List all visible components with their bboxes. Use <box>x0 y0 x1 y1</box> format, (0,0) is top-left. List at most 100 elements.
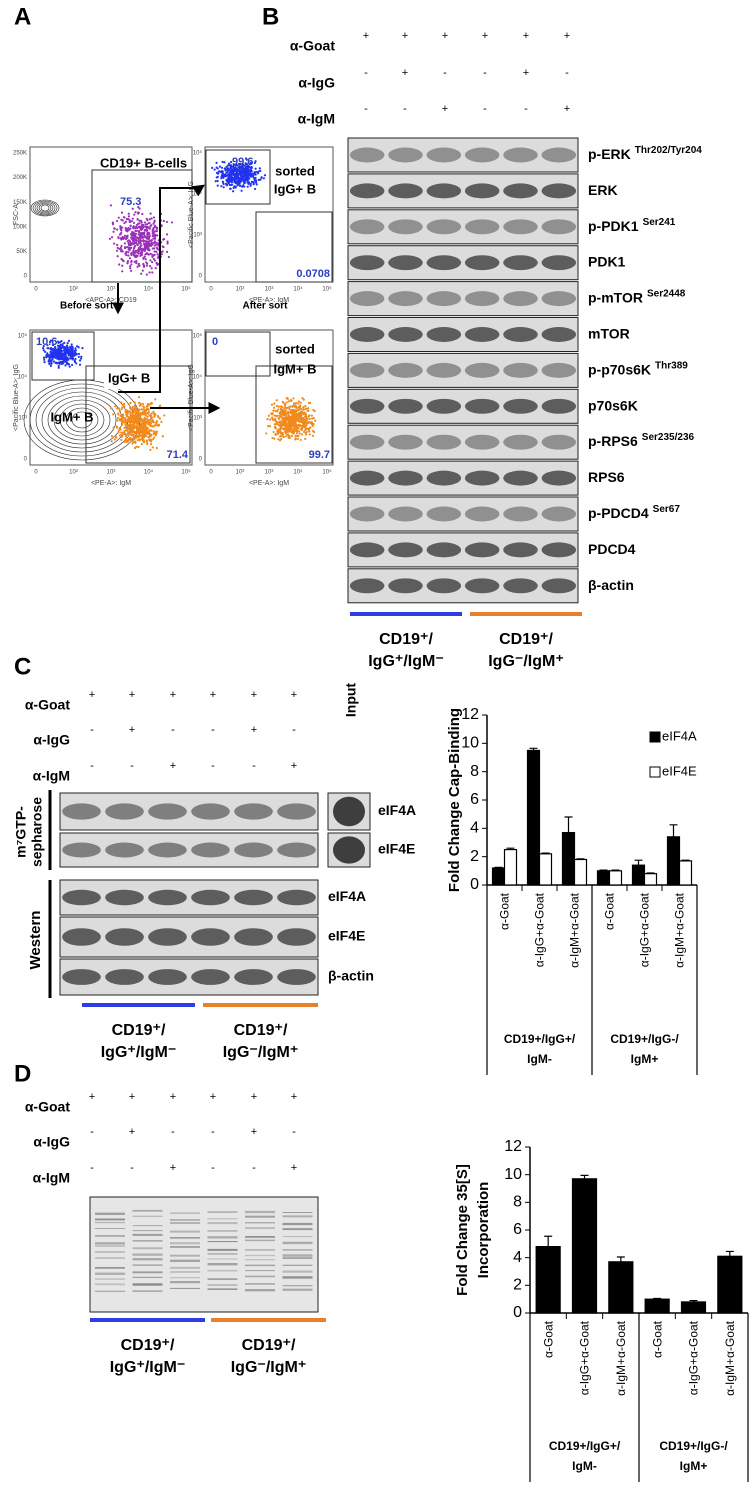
dot <box>292 402 296 405</box>
tick-label: 10³ <box>193 416 202 422</box>
dot <box>281 416 285 419</box>
dot <box>137 401 141 405</box>
dot <box>128 240 132 243</box>
dot <box>137 211 140 214</box>
dot <box>117 431 120 434</box>
dot <box>311 417 314 420</box>
blot-label: ERK <box>588 182 618 198</box>
dot <box>127 241 130 245</box>
dot <box>254 181 258 184</box>
dot <box>154 235 157 238</box>
dot <box>311 429 314 432</box>
dot <box>148 218 151 221</box>
dot <box>141 402 145 406</box>
dot <box>133 260 136 263</box>
treatment-sign: + <box>291 689 297 701</box>
band <box>349 398 385 414</box>
dot <box>292 409 295 412</box>
dot <box>131 217 134 220</box>
band <box>388 434 423 450</box>
gate <box>255 365 333 464</box>
dot <box>113 438 116 441</box>
dot <box>240 189 243 192</box>
dot <box>267 414 271 417</box>
gate <box>85 365 191 464</box>
dot <box>127 403 130 406</box>
dot <box>134 437 137 440</box>
input-blot <box>327 832 371 868</box>
plot-title: CD19+ B-cells <box>100 155 187 170</box>
dot <box>295 406 298 409</box>
dot <box>145 217 148 220</box>
dot <box>237 174 240 177</box>
tick-label: 0 <box>24 457 28 463</box>
dot <box>51 344 55 347</box>
treatment-sign: - <box>130 760 134 772</box>
dot <box>137 396 141 399</box>
dot <box>148 233 151 236</box>
band <box>503 542 538 558</box>
band <box>503 327 538 342</box>
dot <box>126 429 129 432</box>
dot <box>140 244 143 247</box>
band <box>277 803 316 820</box>
dot <box>132 254 136 257</box>
dot <box>149 429 153 432</box>
band <box>541 327 577 342</box>
treatment-sign: + <box>129 1126 135 1138</box>
dot <box>139 253 142 256</box>
dot <box>132 417 135 420</box>
protein-name: PDK1 <box>588 253 626 269</box>
dot <box>140 431 143 434</box>
dot <box>290 423 293 426</box>
dot <box>55 355 58 358</box>
band <box>62 803 101 820</box>
note: IgM+ B <box>274 361 317 376</box>
dot <box>156 263 159 266</box>
dot <box>70 350 74 353</box>
dot <box>259 178 262 181</box>
band <box>426 291 462 307</box>
group-label: CD19⁺/ <box>234 1022 288 1039</box>
band <box>464 470 500 486</box>
dot <box>249 182 252 186</box>
dot <box>140 228 143 232</box>
dot <box>51 351 55 355</box>
dot <box>143 406 146 409</box>
dot <box>122 413 125 416</box>
x-tick-label: α-IgM+α-Goat <box>673 892 687 968</box>
bar <box>608 1261 634 1314</box>
dot <box>283 422 286 426</box>
dot <box>64 349 67 352</box>
treatment-sign: - <box>524 103 528 115</box>
dot <box>63 356 66 359</box>
dot <box>120 438 123 442</box>
dot <box>125 420 128 423</box>
group-label: IgG⁻/IgM⁺ <box>488 653 564 670</box>
dot <box>260 176 263 179</box>
band <box>105 969 144 985</box>
treatment-sign: + <box>170 689 176 701</box>
dot <box>304 437 307 440</box>
dot <box>304 412 307 415</box>
treatment-sign: + <box>129 724 135 736</box>
dot <box>124 416 127 420</box>
treatment-sign: + <box>129 689 135 701</box>
dot <box>226 164 230 167</box>
band <box>148 842 187 858</box>
dot <box>230 183 234 186</box>
dot <box>79 357 83 360</box>
dot <box>120 431 123 434</box>
band <box>349 362 385 378</box>
dot <box>130 220 133 223</box>
dot <box>151 228 155 231</box>
dot <box>283 402 286 405</box>
dot <box>134 241 138 244</box>
protein-name: PDCD4 <box>588 541 636 557</box>
dot <box>136 243 139 246</box>
dot <box>140 442 143 446</box>
band <box>503 434 538 450</box>
dot <box>152 419 155 422</box>
dot <box>133 213 136 216</box>
dot <box>151 232 154 235</box>
